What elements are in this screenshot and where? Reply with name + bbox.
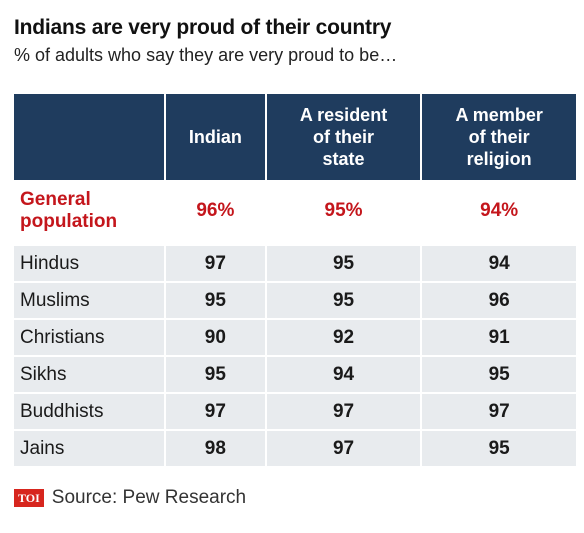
row-label: Hindus <box>14 244 164 281</box>
data-table: Indian A resident of their state A membe… <box>14 94 576 466</box>
value-cell: 97 <box>420 392 576 429</box>
value-cell: 94% <box>420 180 576 244</box>
value-cell: 90 <box>164 318 265 355</box>
value-cell: 97 <box>264 429 421 466</box>
value-cell: 95 <box>420 355 576 392</box>
column-header-line: A member <box>455 105 543 125</box>
value-cell: 91 <box>420 318 576 355</box>
toi-logo: TOI <box>14 489 44 507</box>
table-row: Sikhs 95 94 95 <box>14 355 576 392</box>
column-header-line: of their <box>468 127 530 147</box>
value-cell: 94 <box>264 355 421 392</box>
table-row: Hindus 97 95 94 <box>14 244 576 281</box>
column-header: Indian <box>164 94 265 180</box>
header-blank-cell <box>14 94 164 180</box>
value-cell: 95 <box>264 244 421 281</box>
general-population-row: General population 96% 95% 94% <box>14 180 576 244</box>
value-cell: 98 <box>164 429 265 466</box>
column-header: A resident of their state <box>264 94 421 180</box>
row-label-line: population <box>20 211 118 232</box>
row-label: Buddhists <box>14 392 164 429</box>
value-cell: 95 <box>164 281 265 318</box>
table-row: Buddhists 97 97 97 <box>14 392 576 429</box>
row-label-line: General <box>20 189 91 210</box>
column-header-line: Indian <box>188 127 242 147</box>
value-cell: 97 <box>164 244 265 281</box>
value-cell: 94 <box>420 244 576 281</box>
chart-title: Indians are very proud of their country <box>14 16 392 39</box>
source-line: TOI Source: Pew Research <box>14 487 246 509</box>
value-cell: 96% <box>164 180 265 244</box>
value-cell: 95 <box>164 355 265 392</box>
value-cell: 95 <box>420 429 576 466</box>
value-cell: 95 <box>264 281 421 318</box>
value-cell: 92 <box>264 318 421 355</box>
column-header-line: state <box>322 149 365 169</box>
column-header-line: A resident <box>299 105 388 125</box>
row-label: Sikhs <box>14 355 164 392</box>
column-header: A member of their religion <box>420 94 576 180</box>
row-label: Christians <box>14 318 164 355</box>
value-cell: 97 <box>264 392 421 429</box>
source-text: Source: Pew Research <box>51 487 247 508</box>
table-row: Jains 98 97 95 <box>14 429 576 466</box>
row-label: General population <box>14 180 164 244</box>
value-cell: 97 <box>164 392 265 429</box>
row-label: Jains <box>14 429 164 466</box>
column-header-line: of their <box>313 127 375 147</box>
chart-subtitle: % of adults who say they are very proud … <box>14 45 398 65</box>
header-row: Indian A resident of their state A membe… <box>14 94 576 180</box>
value-cell: 96 <box>420 281 576 318</box>
table-row: Muslims 95 95 96 <box>14 281 576 318</box>
row-label: Muslims <box>14 281 164 318</box>
value-cell: 95% <box>264 180 421 244</box>
column-header-line: religion <box>466 149 532 169</box>
table-row: Christians 90 92 91 <box>14 318 576 355</box>
